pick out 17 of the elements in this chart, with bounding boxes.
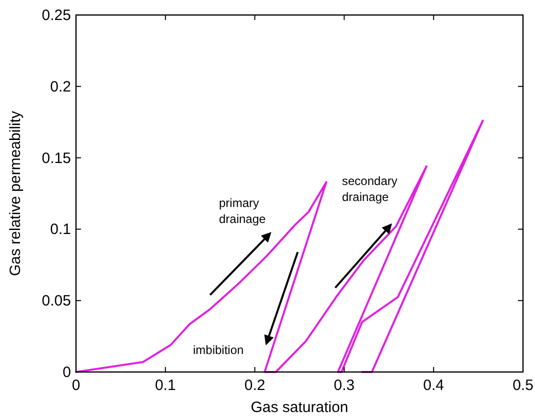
y-tick-label: 0.2 xyxy=(50,78,71,96)
y-tick-label: 0.1 xyxy=(50,221,71,238)
x-tick-label: 0.4 xyxy=(423,377,444,394)
y-tick-label: 0 xyxy=(62,364,71,381)
y-tick-label: 0.05 xyxy=(42,292,71,310)
x-tick-label: 0.3 xyxy=(334,377,355,394)
annotation: primary drainage xyxy=(219,196,266,226)
x-tick-label: 0.2 xyxy=(244,377,266,394)
annotation: secondary drainage xyxy=(342,174,398,204)
x-tick-label: 0.1 xyxy=(154,377,176,394)
y-tick-label: 0.15 xyxy=(42,150,71,167)
annotation: imbibition xyxy=(193,343,244,357)
x-axis-title: Gas saturation xyxy=(250,399,348,416)
y-axis-title: Gas relative permeability xyxy=(7,110,24,276)
x-tick-label: 0.5 xyxy=(512,377,534,394)
y-tick-label: 0.25 xyxy=(42,7,71,24)
line-series xyxy=(75,120,484,373)
